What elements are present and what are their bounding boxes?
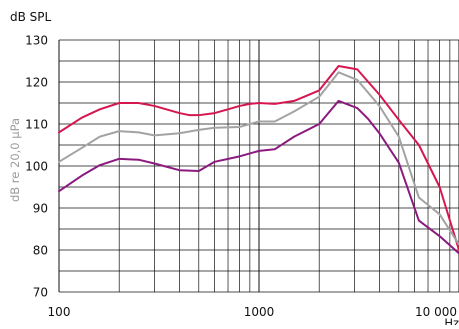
y-tick-label: 120 (25, 76, 48, 90)
grid-layer: 70 80 90 100 110 120 130 100 1000 10 000 (25, 34, 459, 319)
y-axis-unit-label: dB SPL (10, 10, 52, 24)
x-tick-label: 1000 (244, 305, 275, 319)
y-tick-label: 100 (25, 160, 48, 174)
series-line-middle (58, 71, 459, 246)
y-tick-label: 110 (25, 118, 48, 132)
x-tick-label: 100 (48, 305, 71, 319)
x-axis-unit-label: Hz (444, 316, 459, 325)
x-tick-label: 10 000 (415, 305, 457, 319)
series-layer (58, 65, 459, 255)
y-tick-label: 70 (33, 286, 48, 300)
y-tick-label: 80 (33, 244, 48, 258)
series-line-upper (58, 65, 459, 251)
y-tick-label: 90 (33, 202, 48, 216)
y-axis-side-label: dB re 20,0 µPa (8, 118, 22, 202)
series-line-lower (58, 99, 459, 255)
label-layer: dB SPL dB re 20,0 µPa Hz (8, 10, 459, 329)
y-tick-label: 130 (25, 34, 48, 48)
